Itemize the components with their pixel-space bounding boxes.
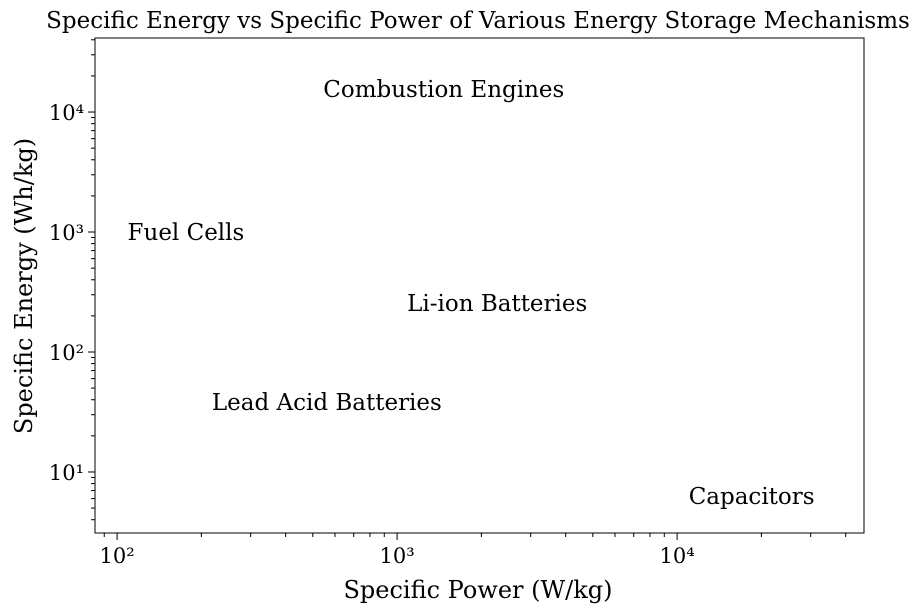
chart-title: Specific Energy vs Specific Power of Var… (46, 8, 910, 34)
x-tick-label: 10² (100, 544, 135, 568)
annotation: Li-ion Batteries (407, 291, 587, 317)
x-tick-label: 10³ (380, 544, 415, 568)
annotation: Lead Acid Batteries (212, 390, 442, 416)
y-tick-label: 10² (49, 341, 84, 365)
annotation: Fuel Cells (128, 220, 245, 246)
y-tick-label: 10³ (49, 221, 84, 245)
plot-frame (94, 37, 865, 534)
x-axis-label: Specific Power (W/kg) (343, 576, 612, 604)
y-tick-label: 10¹ (49, 461, 84, 485)
y-axis-label: Specific Energy (Wh/kg) (10, 138, 38, 434)
y-tick-label: 10⁴ (49, 101, 84, 125)
x-tick-label: 10⁴ (660, 544, 695, 568)
annotation: Combustion Engines (323, 77, 564, 103)
annotation: Capacitors (689, 484, 815, 510)
